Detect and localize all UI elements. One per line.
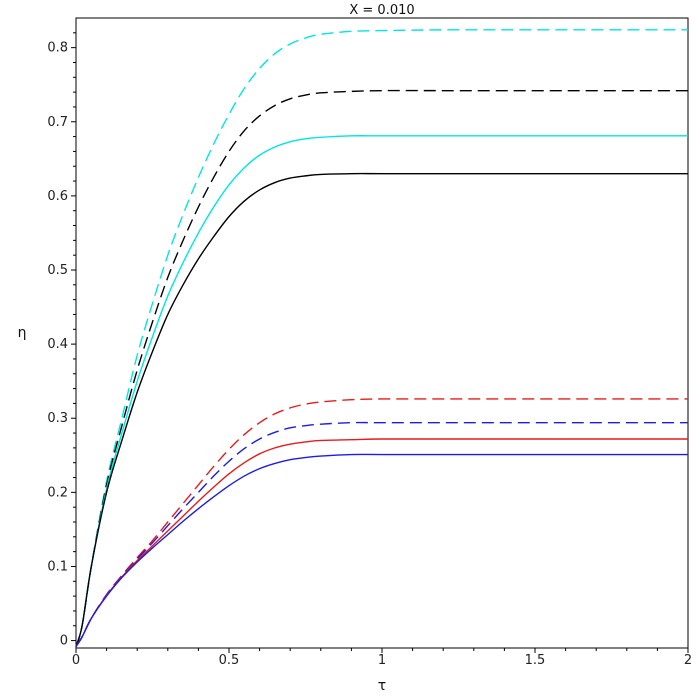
y-axis-label: η: [18, 325, 27, 341]
x-tick-label: 1.5: [525, 653, 546, 668]
y-tick-label: 0.4: [47, 337, 68, 352]
y-tick-label: 0.2: [47, 485, 68, 500]
x-tick-label: 0: [72, 653, 80, 668]
x-tick-label: 1: [378, 653, 386, 668]
y-tick-label: 0.5: [47, 263, 68, 278]
series-lines: [75, 29, 688, 647]
series-line-3: [75, 135, 688, 647]
y-tick-label: 0.6: [47, 189, 68, 204]
y-tick-label: 0.7: [47, 115, 68, 130]
y-tick-label: 0.1: [47, 559, 68, 574]
series-line-1: [75, 29, 688, 647]
series-line-8: [75, 453, 688, 647]
x-tick-label: 0.5: [219, 653, 240, 668]
series-line-4: [75, 172, 688, 647]
plot-area: 0 0.1 0.2 0.3 0.4 0.5 0.6 0.7 0.8 0 0.5 1 1.5 2: [47, 17, 692, 668]
x-tick-label: 2: [684, 653, 692, 668]
x-axis-ticks: 0 0.5 1 1.5 2: [72, 648, 692, 668]
y-tick-label: 0: [60, 634, 68, 649]
chart-title: X = 0.010: [349, 3, 414, 18]
series-line-2: [75, 89, 688, 647]
x-axis-label: τ: [378, 678, 386, 694]
y-axis-ticks: 0 0.1 0.2 0.3 0.4 0.5 0.6 0.7 0.8: [47, 32, 76, 649]
y-tick-label: 0.8: [47, 41, 68, 56]
y-tick-label: 0.3: [47, 411, 68, 426]
